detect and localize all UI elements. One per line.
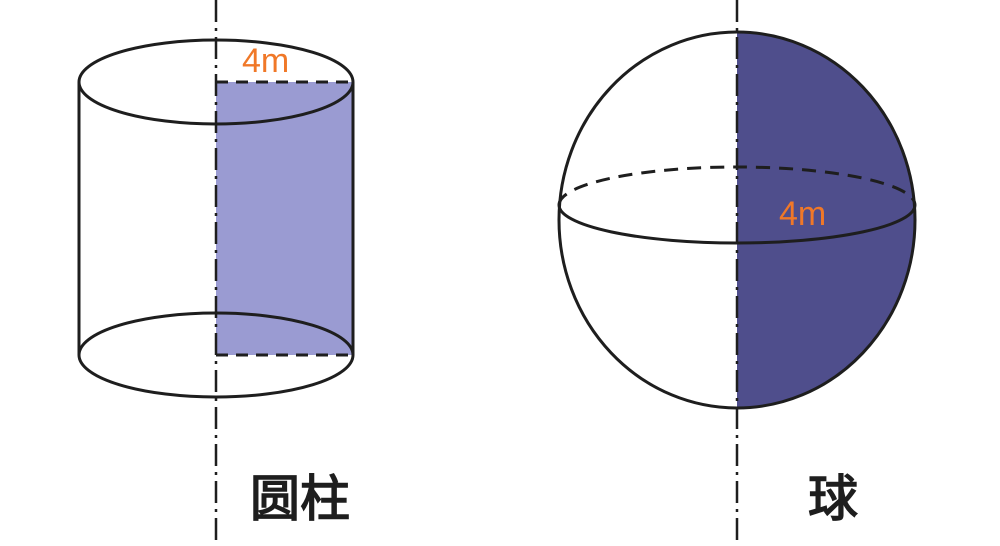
cylinder-figure — [79, 0, 353, 546]
sphere-radius-label: 4m — [779, 197, 826, 231]
sphere-figure — [559, 0, 915, 546]
cylinder-radius-label: 4m — [242, 44, 289, 78]
sphere-caption: 球 — [808, 474, 858, 524]
cylinder-caption: 圆柱 — [250, 474, 350, 524]
